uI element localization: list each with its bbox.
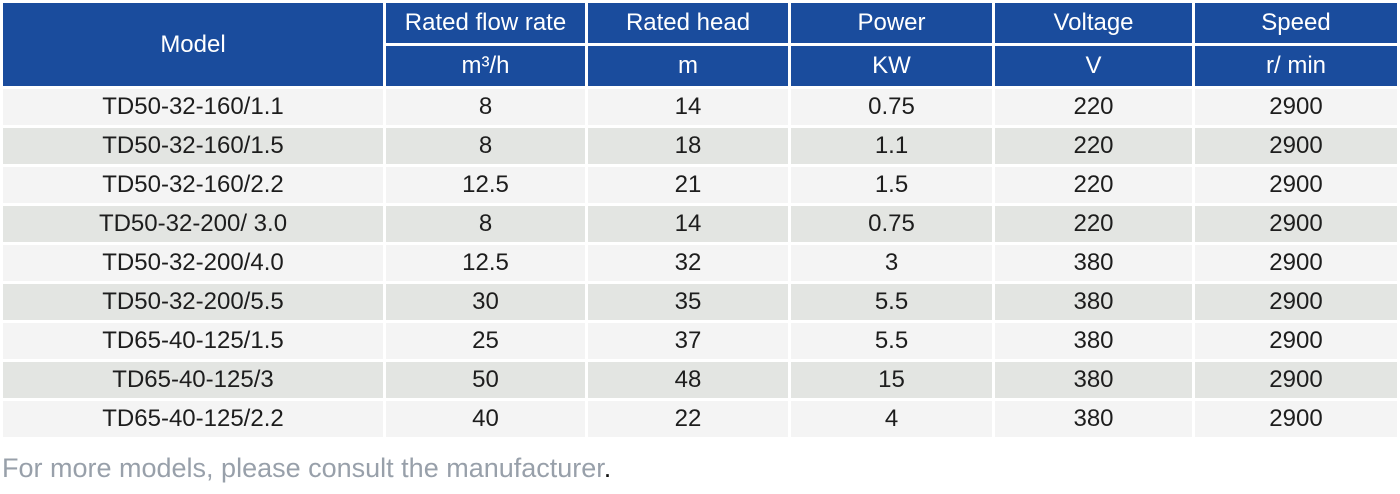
model-cell: TD50-32-200/4.0 bbox=[3, 245, 383, 281]
head-cell: 22 bbox=[588, 401, 788, 437]
head-cell: 21 bbox=[588, 167, 788, 203]
voltage-cell: 380 bbox=[995, 362, 1192, 398]
unit-voltage: V bbox=[995, 46, 1192, 86]
power-cell: 5.5 bbox=[791, 323, 992, 359]
power-cell: 0.75 bbox=[791, 206, 992, 242]
unit-flow-rate: m³/h bbox=[386, 46, 585, 86]
footer-note-text: For more models, please consult the manu… bbox=[2, 453, 604, 483]
flow-cell: 8 bbox=[386, 89, 585, 125]
table-header: Model Rated flow rate Rated head Power V… bbox=[3, 3, 1397, 86]
speed-cell: 2900 bbox=[1195, 245, 1397, 281]
model-cell: TD65-40-125/3 bbox=[3, 362, 383, 398]
voltage-cell: 220 bbox=[995, 206, 1192, 242]
table-row: TD65-40-125/3 50 48 15 380 2900 bbox=[3, 362, 1397, 398]
power-cell: 1.1 bbox=[791, 128, 992, 164]
column-header-rated-head: Rated head bbox=[588, 3, 788, 43]
unit-speed: r/ min bbox=[1195, 46, 1397, 86]
speed-cell: 2900 bbox=[1195, 362, 1397, 398]
model-cell: TD65-40-125/2.2 bbox=[3, 401, 383, 437]
flow-cell: 8 bbox=[386, 128, 585, 164]
table-row: TD65-40-125/1.5 25 37 5.5 380 2900 bbox=[3, 323, 1397, 359]
footer-note-period: . bbox=[603, 453, 612, 483]
speed-cell: 2900 bbox=[1195, 401, 1397, 437]
speed-cell: 2900 bbox=[1195, 128, 1397, 164]
model-cell: TD50-32-160/1.1 bbox=[3, 89, 383, 125]
unit-head: m bbox=[588, 46, 788, 86]
table-row: TD50-32-160/2.2 12.5 21 1.5 220 2900 bbox=[3, 167, 1397, 203]
flow-cell: 40 bbox=[386, 401, 585, 437]
column-header-rated-flow-rate: Rated flow rate bbox=[386, 3, 585, 43]
head-cell: 14 bbox=[588, 89, 788, 125]
power-cell: 5.5 bbox=[791, 284, 992, 320]
flow-cell: 12.5 bbox=[386, 245, 585, 281]
header-unit-row: m³/h m KW V r/ min bbox=[3, 46, 1397, 86]
voltage-cell: 380 bbox=[995, 284, 1192, 320]
model-cell: TD50-32-160/2.2 bbox=[3, 167, 383, 203]
table-row: TD50-32-200/ 3.0 8 14 0.75 220 2900 bbox=[3, 206, 1397, 242]
head-cell: 14 bbox=[588, 206, 788, 242]
table-body: TD50-32-160/1.1 8 14 0.75 220 2900 TD50-32-160… bbox=[3, 89, 1397, 437]
head-cell: 32 bbox=[588, 245, 788, 281]
power-cell: 1.5 bbox=[791, 167, 992, 203]
table-row: TD50-32-200/4.0 12.5 32 3 380 2900 bbox=[3, 245, 1397, 281]
voltage-cell: 380 bbox=[995, 401, 1192, 437]
model-cell: TD50-32-200/ 3.0 bbox=[3, 206, 383, 242]
voltage-cell: 220 bbox=[995, 128, 1192, 164]
head-cell: 18 bbox=[588, 128, 788, 164]
column-header-power: Power bbox=[791, 3, 992, 43]
model-cell: TD50-32-200/5.5 bbox=[3, 284, 383, 320]
speed-cell: 2900 bbox=[1195, 323, 1397, 359]
table-row: TD50-32-160/1.5 8 18 1.1 220 2900 bbox=[3, 128, 1397, 164]
speed-cell: 2900 bbox=[1195, 206, 1397, 242]
head-cell: 37 bbox=[588, 323, 788, 359]
voltage-cell: 380 bbox=[995, 245, 1192, 281]
voltage-cell: 220 bbox=[995, 167, 1192, 203]
column-header-model: Model bbox=[3, 3, 383, 86]
power-cell: 4 bbox=[791, 401, 992, 437]
power-cell: 0.75 bbox=[791, 89, 992, 125]
column-header-speed: Speed bbox=[1195, 3, 1397, 43]
head-cell: 35 bbox=[588, 284, 788, 320]
table-row: TD50-32-160/1.1 8 14 0.75 220 2900 bbox=[3, 89, 1397, 125]
head-cell: 48 bbox=[588, 362, 788, 398]
footer-note: For more models, please consult the manu… bbox=[2, 453, 1400, 484]
table-row: TD50-32-200/5.5 30 35 5.5 380 2900 bbox=[3, 284, 1397, 320]
flow-cell: 50 bbox=[386, 362, 585, 398]
speed-cell: 2900 bbox=[1195, 89, 1397, 125]
flow-cell: 25 bbox=[386, 323, 585, 359]
speed-cell: 2900 bbox=[1195, 284, 1397, 320]
flow-cell: 8 bbox=[386, 206, 585, 242]
power-cell: 15 bbox=[791, 362, 992, 398]
table-row: TD65-40-125/2.2 40 22 4 380 2900 bbox=[3, 401, 1397, 437]
power-cell: 3 bbox=[791, 245, 992, 281]
voltage-cell: 220 bbox=[995, 89, 1192, 125]
flow-cell: 30 bbox=[386, 284, 585, 320]
header-label-row: Model Rated flow rate Rated head Power V… bbox=[3, 3, 1397, 86]
unit-power: KW bbox=[791, 46, 992, 86]
speed-cell: 2900 bbox=[1195, 167, 1397, 203]
voltage-cell: 380 bbox=[995, 323, 1192, 359]
column-header-voltage: Voltage bbox=[995, 3, 1192, 43]
model-cell: TD65-40-125/1.5 bbox=[3, 323, 383, 359]
model-cell: TD50-32-160/1.5 bbox=[3, 128, 383, 164]
pump-spec-table: Model Rated flow rate Rated head Power V… bbox=[3, 3, 1397, 437]
flow-cell: 12.5 bbox=[386, 167, 585, 203]
